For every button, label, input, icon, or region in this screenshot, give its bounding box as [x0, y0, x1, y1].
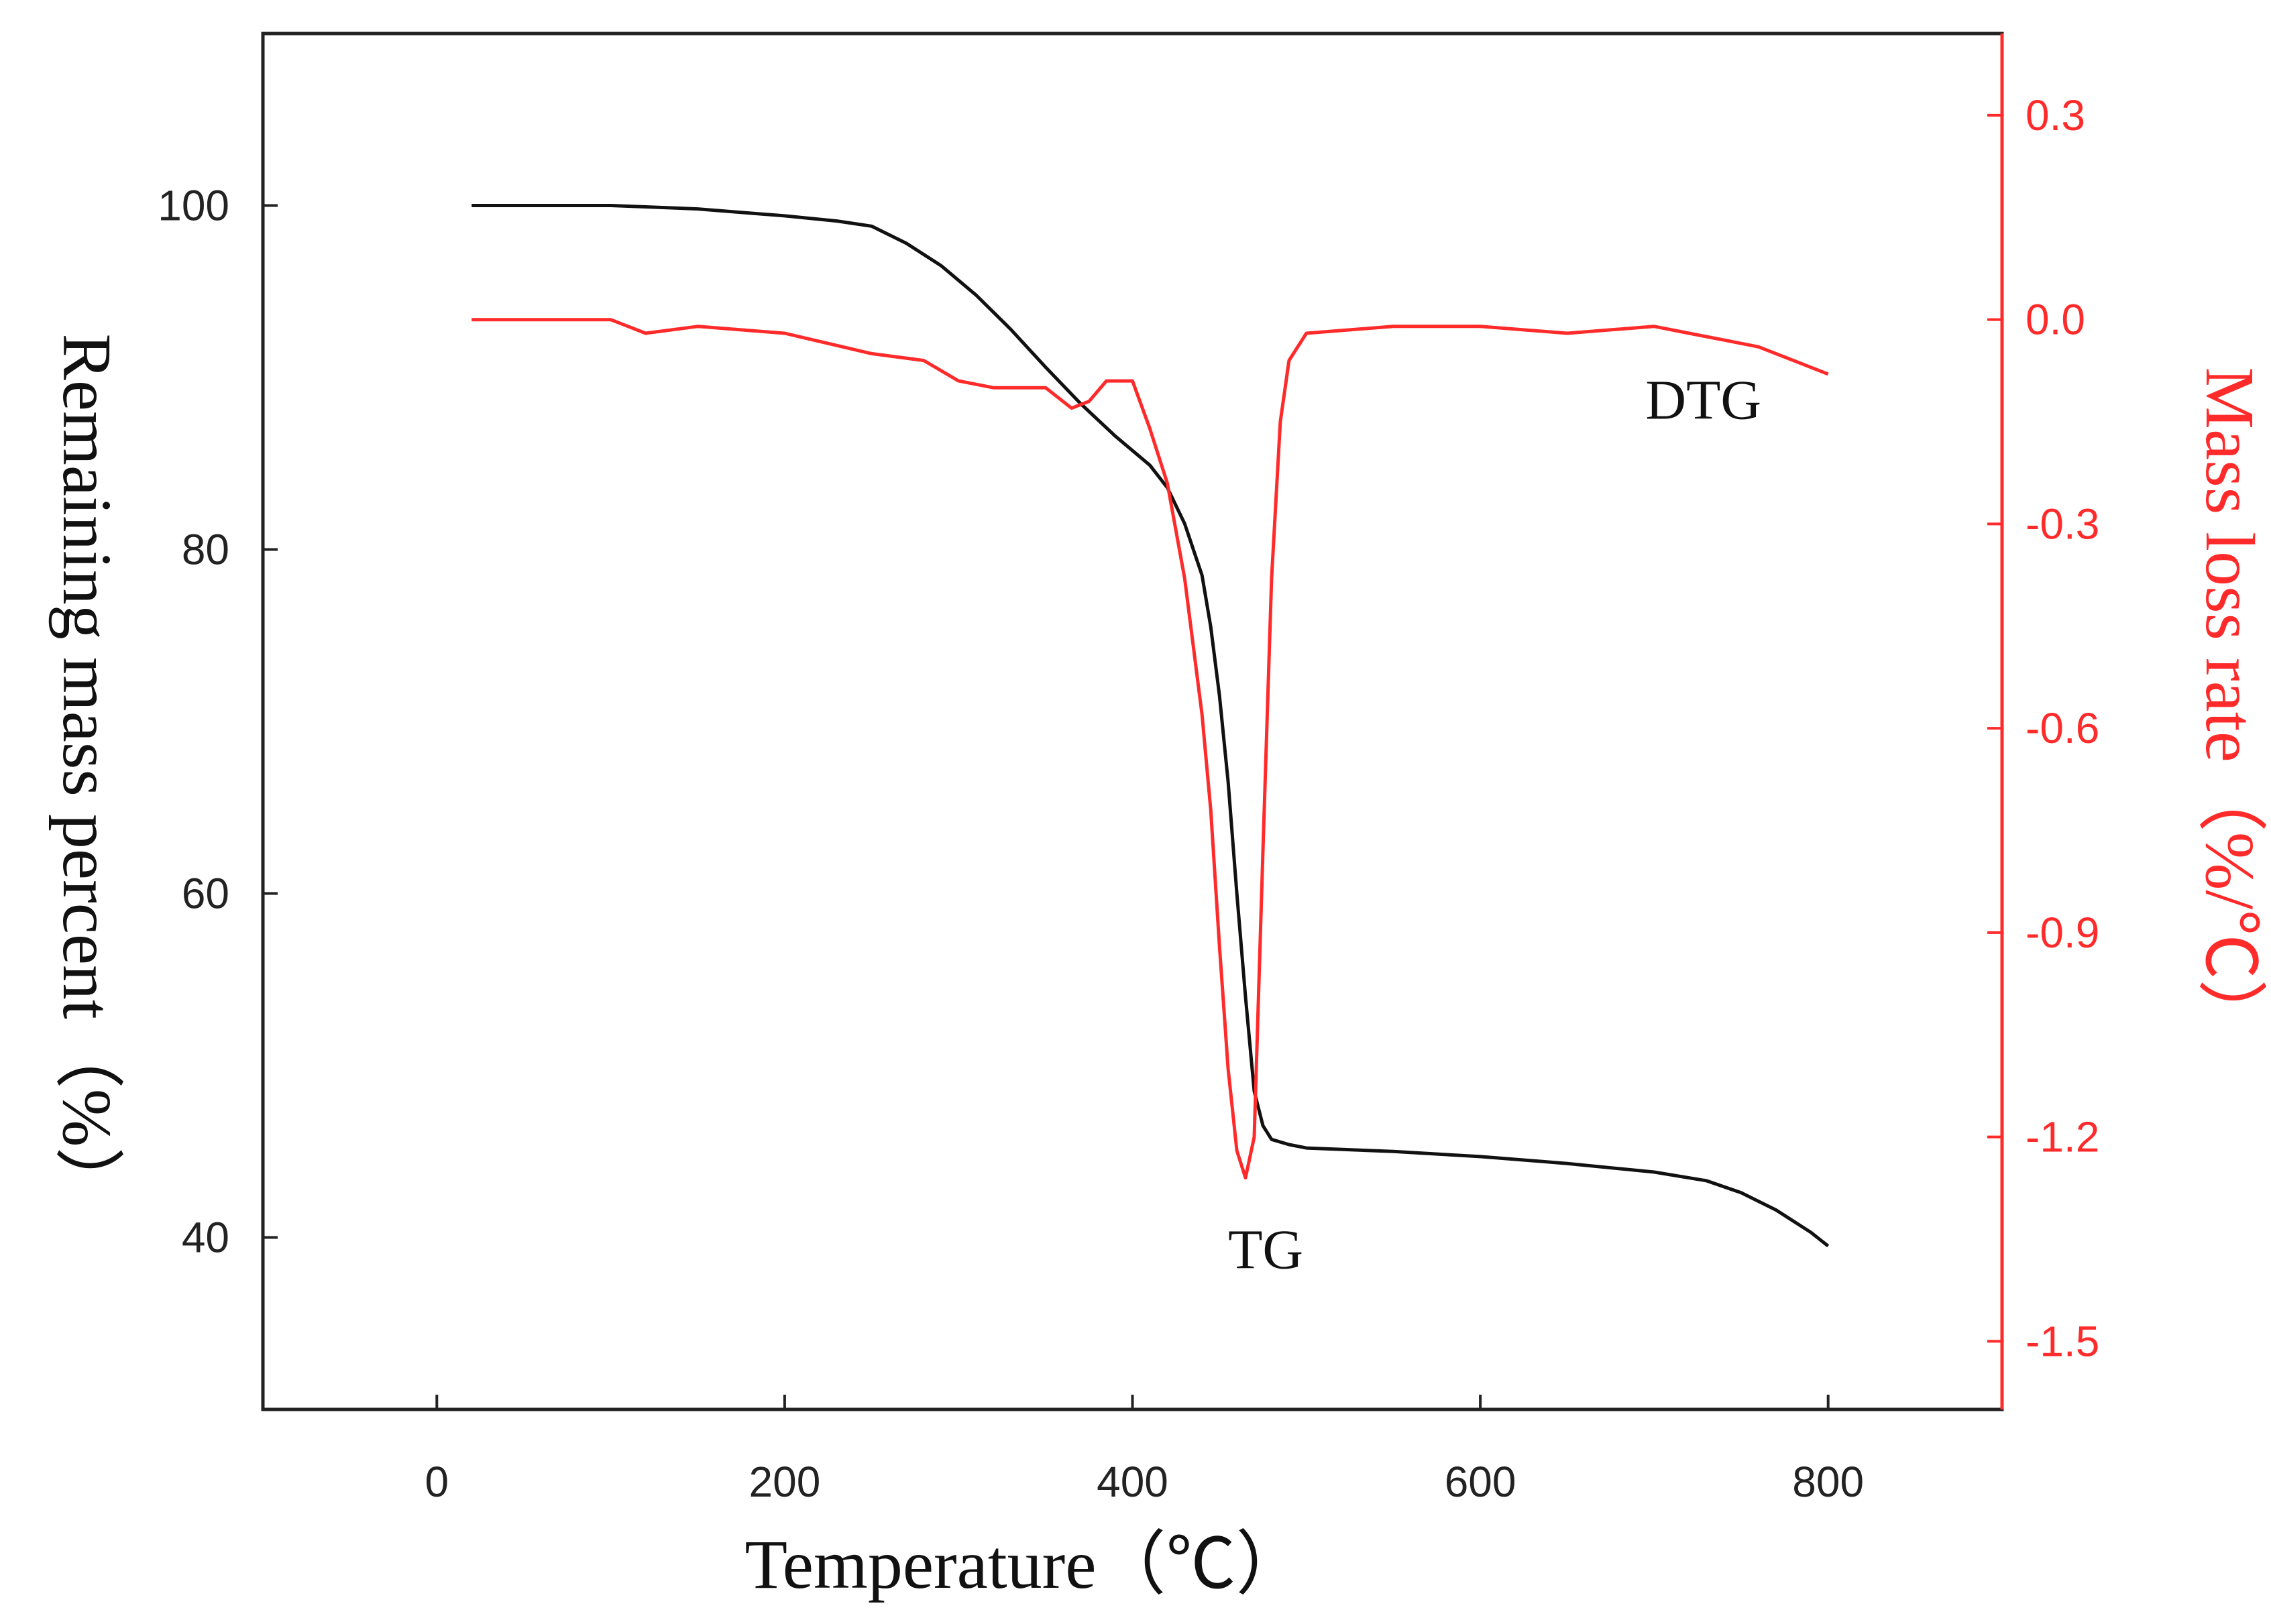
left-y-tick-label: 100: [158, 182, 229, 230]
right-y-axis-ticks: 0.3 0.0 -0.3 -0.6 -0.9 -1.2 -1.5: [1987, 91, 2099, 1365]
x-tick-label: 400: [1097, 1458, 1168, 1506]
left-y-axis-ticks: 40 60 80 100: [158, 182, 278, 1262]
x-tick-label: 0: [425, 1458, 449, 1506]
right-y-tick-label: -1.2: [2026, 1113, 2099, 1161]
x-axis-title: Temperature（℃）: [745, 1526, 1306, 1603]
series-layer: [472, 204, 1830, 1248]
right-y-tick-label: -0.6: [2026, 704, 2099, 752]
x-axis-ticks: 0 200 400 600 800: [425, 1395, 1864, 1506]
annotations: TG DTG: [1228, 369, 1761, 1281]
right-y-axis-title: Mass loss rate（%/℃）: [2191, 367, 2268, 1049]
left-y-tick-label: 80: [182, 526, 229, 574]
x-tick-label: 600: [1445, 1458, 1516, 1506]
right-y-tick-label: -0.9: [2026, 909, 2099, 957]
series-line-tg: [472, 204, 1830, 1248]
left-y-axis-title: Remaining mass percent（%）: [48, 333, 125, 1216]
annotation-dtg: DTG: [1645, 369, 1761, 432]
right-y-tick-label: 0.0: [2026, 296, 2085, 344]
annotation-tg: TG: [1228, 1219, 1303, 1281]
plot-frame: [261, 32, 2004, 1411]
right-y-tick-label: -1.5: [2026, 1317, 2099, 1365]
x-tick-label: 800: [1792, 1458, 1864, 1506]
right-y-tick-label: -0.3: [2026, 500, 2099, 548]
left-y-tick-label: 40: [182, 1214, 229, 1262]
left-y-tick-label: 60: [182, 870, 229, 918]
series-line-dtg: [472, 318, 1829, 1180]
x-tick-label: 200: [749, 1458, 821, 1506]
right-y-tick-label: 0.3: [2026, 91, 2085, 139]
